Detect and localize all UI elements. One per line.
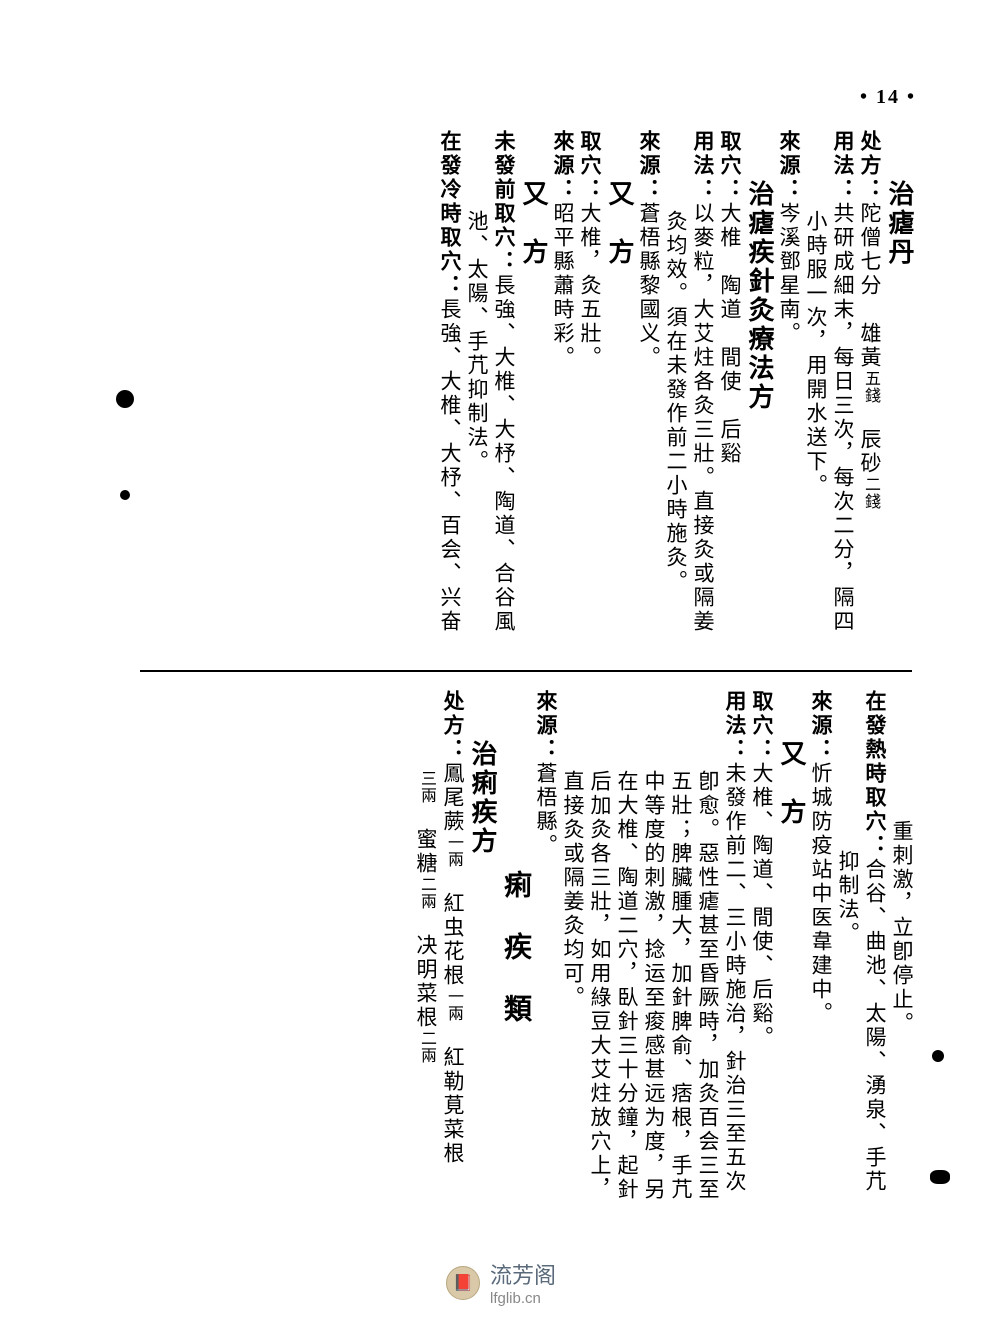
line: 未發前取穴：長強、大椎、大杼、陶道、合谷風 bbox=[493, 130, 514, 660]
line: 在大椎、陶道二穴，臥針三十分鐘，起針 bbox=[616, 690, 637, 1255]
line: 取穴：大椎，灸五壯。 bbox=[579, 130, 600, 660]
small-text: 一兩 bbox=[445, 834, 462, 868]
text: 大椎 陶道 間使 后谿 bbox=[718, 202, 742, 466]
line: 來源：蒼梧縣黎國义。 bbox=[638, 130, 659, 660]
title: 治痢疾方 bbox=[469, 690, 495, 1255]
text: 共研成細末，每日三次，每次二分，隔四 bbox=[831, 202, 855, 634]
line: 來源：蒼梧縣。 bbox=[535, 690, 556, 1255]
label: 來源： bbox=[637, 130, 661, 202]
lower-text-block: 重刺激，立卽停止。 在發熱時取穴：合谷、曲池、太陽、湧泉、手芁 抑制法。 來源：… bbox=[142, 690, 912, 1255]
title: 又 方 bbox=[520, 130, 546, 660]
line: 处方：鳳尾蕨一兩 紅虫花根一兩 紅勒莧菜根 bbox=[442, 690, 463, 1255]
horizontal-divider bbox=[140, 670, 912, 672]
text: 蒼梧縣。 bbox=[534, 762, 558, 858]
line: 來源：昭平縣蕭時彩。 bbox=[552, 130, 573, 660]
text: 决明菜根 bbox=[414, 910, 438, 1030]
label: 來源： bbox=[777, 130, 801, 202]
small-text: 一兩 bbox=[445, 988, 462, 1022]
line: 三兩 蜜糖二兩 决明菜根二兩 bbox=[415, 690, 436, 1255]
text: 鳳尾蕨 bbox=[441, 762, 465, 834]
label: 取穴： bbox=[750, 690, 774, 762]
title: 治瘧疾針灸療法方 bbox=[746, 130, 772, 660]
ink-dot bbox=[116, 390, 134, 408]
line: 卽愈。惡性瘧甚至昏厥時，加灸百会三至 bbox=[697, 690, 718, 1255]
text: 蒼梧縣黎國义。 bbox=[637, 202, 661, 370]
line: 用法：未發作前二、三小時施治，針治三至五次 bbox=[724, 690, 745, 1255]
line: 來源：忻城防疫站中医韋建中。 bbox=[810, 690, 831, 1255]
label: 用法： bbox=[691, 130, 715, 202]
line: 灸均效。須在未發作前二小時施灸。 bbox=[665, 130, 686, 660]
ink-dot bbox=[120, 490, 130, 500]
line: 用法：以麥粒，大艾炷各灸三壯。直接灸或隔姜 bbox=[692, 130, 713, 660]
label: 处方： bbox=[858, 130, 882, 202]
text: 未發作前二、三小時施治，針治三至五次 bbox=[723, 762, 747, 1194]
title: 又 方 bbox=[606, 130, 632, 660]
line: 直接灸或隔姜灸均可。 bbox=[562, 690, 583, 1255]
text: 紅虫花根 bbox=[441, 868, 465, 988]
title: 又 方 bbox=[778, 690, 804, 1255]
ink-dot bbox=[930, 1170, 950, 1184]
label: 來源： bbox=[534, 690, 558, 762]
text: 陀僧七分 雄黃 bbox=[858, 202, 882, 370]
line: 池、太陽、手芁抑制法。 bbox=[466, 130, 487, 660]
label: 取穴： bbox=[578, 130, 602, 202]
label: 取穴： bbox=[718, 130, 742, 202]
line: 重刺激，立卽停止。 bbox=[891, 690, 912, 1255]
line: 用法：共研成細末，每日三次，每次二分，隔四 bbox=[832, 130, 853, 660]
page-number: • 14 • bbox=[860, 86, 916, 109]
footer-site-name: 流芳阁 bbox=[490, 1258, 556, 1290]
line: 在發冷時取穴：長強、大椎、大杼、百会、兴奋 bbox=[439, 130, 460, 660]
text: 以麥粒，大艾炷各灸三壯。直接灸或隔姜 bbox=[691, 202, 715, 634]
line: 处方：陀僧七分 雄黃五錢 辰砂二錢 bbox=[859, 130, 880, 660]
small-text: 二兩 bbox=[418, 876, 435, 910]
label: 在發冷時取穴： bbox=[438, 130, 462, 298]
line: 五壯；脾臟腫大，加針脾俞、痞根，手芁 bbox=[670, 690, 691, 1255]
line: 抑制法。 bbox=[837, 690, 858, 1255]
ink-dot bbox=[932, 1050, 944, 1062]
text: 辰砂 bbox=[858, 404, 882, 476]
small-text: 三兩 bbox=[418, 770, 435, 804]
footer-text-wrap: 流芳阁 lfglib.cn bbox=[490, 1258, 556, 1307]
small-text: 二兩 bbox=[418, 1030, 435, 1064]
line: 后加灸各三壯，如用綠豆大艾炷放穴上， bbox=[589, 690, 610, 1255]
line: 取穴：大椎 陶道 間使 后谿 bbox=[719, 130, 740, 660]
text: 長強、大椎、大杼、陶道、合谷風 bbox=[492, 274, 516, 634]
label: 在發熱時取穴： bbox=[863, 690, 887, 858]
footer-logo-icon: 📕 bbox=[446, 1266, 480, 1300]
text: 合谷、曲池、太陽、湧泉、手芁 bbox=[863, 858, 887, 1194]
text: 忻城防疫站中医韋建中。 bbox=[809, 762, 833, 1026]
line: 在發熱時取穴：合谷、曲池、太陽、湧泉、手芁 bbox=[864, 690, 885, 1255]
footer-site-url: lfglib.cn bbox=[490, 1290, 556, 1307]
line: 小時服一次，用開水送下。 bbox=[805, 130, 826, 660]
text: 岑溪鄧星南。 bbox=[777, 202, 801, 346]
line: 來源：岑溪鄧星南。 bbox=[778, 130, 799, 660]
text: 紅勒莧菜根 bbox=[441, 1022, 465, 1166]
label: 來源： bbox=[551, 130, 575, 202]
text: 大椎、陶道、間使、后谿。 bbox=[750, 762, 774, 1050]
small-text: 二錢 bbox=[862, 476, 879, 510]
label: 处方： bbox=[441, 690, 465, 762]
line: 取穴：大椎、陶道、間使、后谿。 bbox=[751, 690, 772, 1255]
text: 大椎，灸五壯。 bbox=[578, 202, 602, 370]
label: 用法： bbox=[723, 690, 747, 762]
title: 治瘧丹 bbox=[886, 130, 912, 660]
line: 中等度的刺激，捻运至痠感甚远为度，另 bbox=[643, 690, 664, 1255]
footer-watermark: 📕 流芳阁 lfglib.cn bbox=[446, 1258, 556, 1307]
text: 長強、大椎、大杼、百会、兴奋 bbox=[438, 298, 462, 634]
text: 蜜糖 bbox=[414, 804, 438, 876]
label: 用法： bbox=[831, 130, 855, 202]
label: 未發前取穴： bbox=[492, 130, 516, 274]
small-text: 五錢 bbox=[862, 370, 879, 404]
label: 來源： bbox=[809, 690, 833, 762]
upper-text-block: 治瘧丹 处方：陀僧七分 雄黃五錢 辰砂二錢 用法：共研成細末，每日三次，每次二分… bbox=[142, 130, 912, 660]
category-title: 痢 疾 類 bbox=[501, 690, 529, 1255]
text: 昭平縣蕭時彩。 bbox=[551, 202, 575, 370]
